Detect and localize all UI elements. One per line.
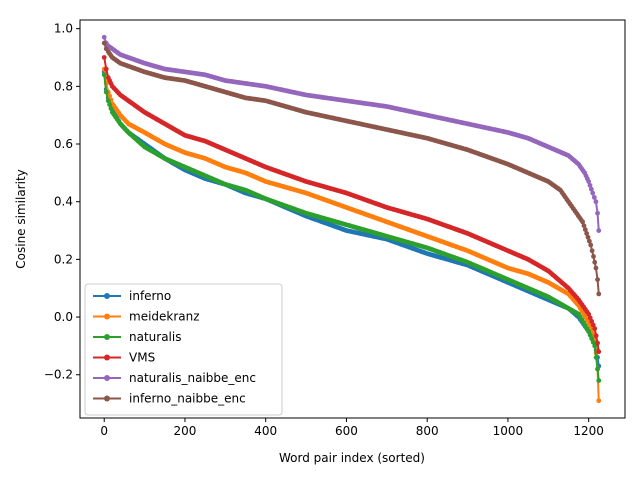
legend-marker bbox=[104, 354, 110, 361]
y-tick-label: 0.2 bbox=[54, 252, 73, 266]
data-point bbox=[596, 378, 602, 383]
x-tick-label: 0 bbox=[100, 424, 108, 438]
legend-item-naturalis-naibbe-enc: naturalis_naibbe_enc bbox=[93, 371, 256, 385]
legend-item-inferno: inferno bbox=[93, 289, 171, 303]
data-point bbox=[589, 248, 595, 254]
data-point bbox=[101, 34, 107, 40]
data-point bbox=[587, 332, 593, 338]
data-point bbox=[582, 227, 588, 232]
x-tick-label: 200 bbox=[174, 424, 197, 438]
data-point bbox=[591, 194, 597, 200]
data-point bbox=[596, 228, 602, 233]
series-vms bbox=[101, 55, 602, 355]
x-axis-label: Word pair index (sorted) bbox=[279, 451, 425, 465]
data-point bbox=[595, 210, 600, 216]
legend-item-meidekranz: meidekranz bbox=[93, 310, 200, 324]
data-point bbox=[586, 329, 592, 334]
legend-box bbox=[84, 283, 283, 416]
x-tick-label: 800 bbox=[416, 424, 439, 438]
series-naturalis bbox=[101, 72, 602, 383]
y-tick-label: 1.0 bbox=[54, 22, 73, 36]
data-point bbox=[101, 72, 107, 78]
data-point bbox=[587, 315, 593, 321]
data-point bbox=[586, 238, 592, 244]
y-tick-label: 0.8 bbox=[54, 79, 73, 93]
data-point bbox=[593, 199, 599, 205]
legend-label: naturalis_naibbe_enc bbox=[129, 371, 256, 385]
y-tick-label: 0.4 bbox=[54, 195, 73, 209]
data-point bbox=[588, 242, 594, 248]
data-point bbox=[596, 398, 602, 404]
legend: inferno meidekranz naturalis VMS naturalis_n… bbox=[84, 283, 283, 416]
data-point bbox=[107, 102, 112, 107]
legend-label: inferno bbox=[129, 289, 171, 303]
data-point bbox=[584, 231, 590, 236]
legend-label: meidekranz bbox=[129, 310, 200, 324]
data-point bbox=[593, 355, 599, 360]
plot-frame bbox=[79, 19, 626, 419]
x-tick-label: 1200 bbox=[573, 424, 604, 438]
data-point bbox=[586, 311, 592, 317]
data-point bbox=[595, 277, 600, 282]
data-point bbox=[587, 182, 593, 188]
data-point bbox=[101, 40, 107, 46]
legend-marker bbox=[104, 334, 110, 340]
data-point bbox=[108, 106, 114, 111]
legend-item-vms: VMS bbox=[93, 351, 155, 365]
series-meidekranz bbox=[101, 66, 602, 404]
data-point bbox=[595, 366, 600, 372]
data-point bbox=[105, 98, 111, 104]
x-tick-label: 600 bbox=[335, 424, 358, 438]
data-point bbox=[592, 326, 598, 331]
data-point bbox=[586, 179, 592, 184]
x-tick-label: 1000 bbox=[493, 424, 524, 438]
data-point bbox=[589, 318, 595, 324]
data-point bbox=[101, 55, 107, 60]
legend-label: inferno_naibbe_enc bbox=[129, 392, 246, 406]
legend-label: VMS bbox=[129, 351, 155, 365]
data-point bbox=[590, 339, 596, 345]
data-point bbox=[591, 254, 596, 259]
data-point bbox=[596, 291, 602, 297]
legend-item-naturalis: naturalis bbox=[93, 330, 181, 344]
x-tick-label: 400 bbox=[254, 424, 277, 438]
data-point bbox=[588, 186, 594, 192]
data-point bbox=[581, 223, 587, 229]
data-point bbox=[593, 333, 599, 339]
data-point bbox=[592, 259, 598, 265]
data-point bbox=[580, 219, 586, 225]
x-axis-ticks: 0 200 400 600 800 1000 1200 bbox=[100, 418, 604, 438]
data-point bbox=[596, 349, 602, 355]
y-axis-label: Cosine similarity bbox=[14, 169, 28, 268]
data-point bbox=[595, 340, 600, 346]
data-point bbox=[589, 336, 595, 342]
y-tick-label: 0.6 bbox=[54, 137, 73, 151]
y-axis-ticks: −0.2 0.0 0.2 0.4 0.6 0.8 1.0 bbox=[44, 22, 80, 382]
data-point bbox=[590, 322, 596, 328]
data-point bbox=[585, 234, 591, 240]
legend-label: naturalis bbox=[129, 330, 181, 344]
data-point bbox=[593, 265, 599, 271]
legend-marker bbox=[104, 293, 110, 299]
data-point bbox=[103, 89, 109, 95]
legend-marker bbox=[104, 375, 110, 381]
series-naturalis-naibbe-enc bbox=[101, 34, 602, 233]
y-tick-label: 0.0 bbox=[54, 310, 73, 324]
legend-marker bbox=[104, 313, 110, 320]
legend-item-inferno-naibbe-enc: inferno_naibbe_enc bbox=[93, 392, 246, 406]
data-point bbox=[590, 190, 596, 196]
y-tick-label: −0.2 bbox=[44, 368, 73, 382]
series-layer bbox=[101, 34, 602, 404]
data-point bbox=[103, 66, 109, 72]
legend-marker bbox=[104, 395, 110, 402]
series-inferno-naibbe-enc bbox=[101, 40, 602, 297]
